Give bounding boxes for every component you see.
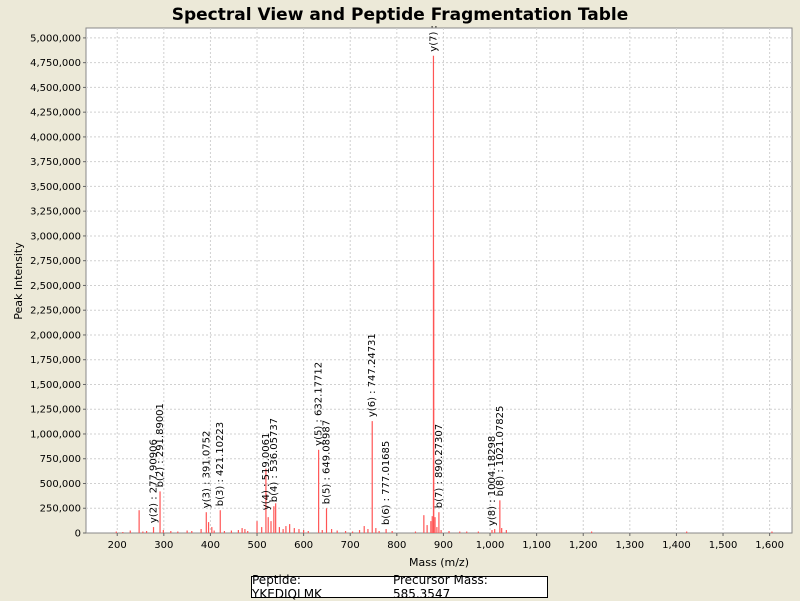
y-tick-label: 4,000,000: [30, 132, 81, 143]
y-tick-label: 500,000: [40, 479, 81, 490]
x-tick-label: 1,300: [616, 540, 645, 551]
y-tick-label: 5,000,000: [30, 33, 81, 44]
peak-annotation: y(7) :: [428, 25, 439, 52]
y-tick-label: 4,500,000: [30, 83, 81, 94]
peak-annotation: y(8) : 1004.18298: [487, 436, 498, 526]
x-tick-label: 1,100: [522, 540, 551, 551]
x-tick-label: 1,500: [709, 540, 738, 551]
x-tick-label: 1,200: [569, 540, 598, 551]
x-tick-label: 900: [434, 540, 453, 551]
peak-annotation: b(6) : 777.01685: [381, 441, 392, 525]
chart-title: Spectral View and Peptide Fragmentation …: [172, 5, 629, 25]
x-tick-label: 1,000: [476, 540, 505, 551]
y-tick-label: 3,750,000: [30, 157, 81, 168]
peak-annotation: b(5) : 649.08987: [322, 420, 333, 504]
x-tick-label: 800: [387, 540, 406, 551]
y-tick-label: 4,250,000: [30, 108, 81, 119]
axes: 0 250,000 500,000 750,000 1,000,000 1,250,000…: [30, 33, 784, 551]
x-tick-label: 1,400: [662, 540, 691, 551]
peak-annotation: b(7) : 890.27307: [434, 424, 445, 508]
y-tick-label: 2,750,000: [30, 256, 81, 267]
peptide-label: Peptide: YKEDIQLMK: [252, 573, 322, 601]
y-tick-label: 2,250,000: [30, 306, 81, 317]
y-tick-label: 250,000: [40, 504, 81, 515]
y-tick-label: 750,000: [40, 454, 81, 465]
precursor-mass-label: Precursor Mass: 585.3547: [392, 573, 488, 601]
x-tick-label: 1,600: [755, 540, 784, 551]
peak-annotation: y(6) : 747.24731: [367, 333, 378, 417]
y-tick-label: 3,500,000: [30, 182, 81, 193]
peak-annotation: y(5) : 632.17712: [314, 362, 325, 446]
x-tick-label: 600: [294, 540, 313, 551]
peak-annotation: b(3) : 421.10223: [215, 422, 226, 506]
y-tick-label: 4,750,000: [30, 58, 81, 69]
y-tick-label: 1,500,000: [30, 380, 81, 391]
x-tick-label: 500: [247, 540, 266, 551]
peak-annotation: y(2) : 277.90906: [149, 439, 160, 523]
peak-annotation: y(4) : 519.0061: [261, 433, 272, 511]
y-tick-label: 0: [75, 529, 81, 540]
grid-lines: [86, 28, 792, 533]
legend-box: Peptide: YKEDIQLMK Precursor Mass: 585.3…: [251, 573, 548, 601]
x-axis-label: Mass (m/z): [409, 556, 469, 569]
y-axis-label: Peak Intensity: [12, 242, 25, 320]
peak-annotation: b(8) : 1021.07825: [495, 406, 506, 497]
peak-annotation: b(4) : 536.05737: [269, 418, 280, 502]
y-tick-label: 2,000,000: [30, 330, 81, 341]
peak-annotation: b(2) : 291.89001: [155, 403, 166, 487]
y-tick-label: 3,000,000: [30, 231, 81, 242]
x-tick-label: 200: [108, 540, 127, 551]
x-tick-label: 400: [201, 540, 220, 551]
y-tick-label: 3,250,000: [30, 207, 81, 218]
y-tick-label: 1,750,000: [30, 355, 81, 366]
y-tick-label: 1,000,000: [30, 429, 81, 440]
x-tick-label: 700: [341, 540, 360, 551]
y-tick-label: 2,500,000: [30, 281, 81, 292]
x-tick-label: 300: [154, 540, 173, 551]
y-tick-label: 1,250,000: [30, 405, 81, 416]
peak-annotation: y(3) : 391.0752: [201, 431, 212, 509]
peaks-layer: [115, 55, 773, 533]
